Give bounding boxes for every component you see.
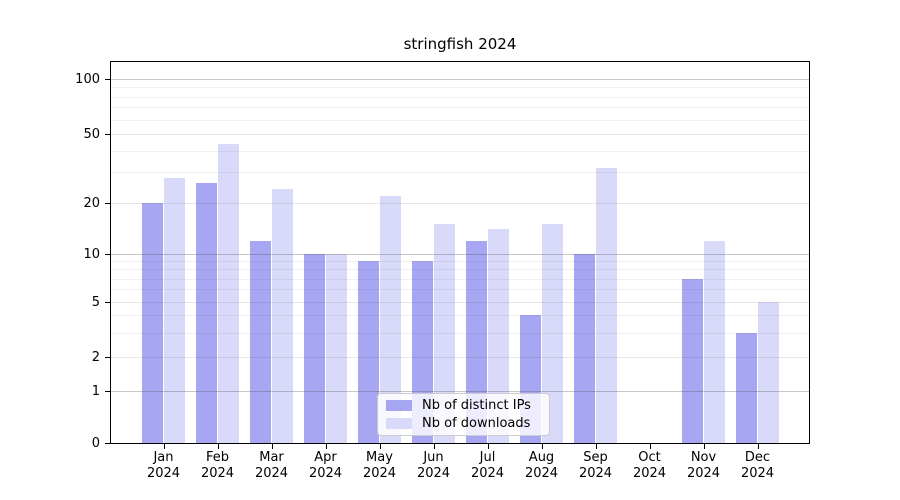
y-tick-100 (105, 79, 110, 80)
bar-distinct-ips-jan (142, 203, 163, 443)
x-tick-mar (271, 444, 273, 449)
legend-item-distinct-ips: Nb of distinct IPs (386, 398, 541, 413)
y-tick-50 (105, 134, 110, 135)
gridline-70 (111, 107, 809, 109)
x-tick-label-jan: Jan 2024 (146, 450, 181, 481)
x-tick-label-sep: Sep 2024 (578, 450, 613, 481)
x-tick-jun (433, 444, 435, 449)
y-tick-label-20: 20 (83, 195, 100, 211)
bar-downloads-dec (758, 302, 779, 443)
gridline-30 (111, 172, 809, 174)
x-tick-label-nov: Nov 2024 (686, 450, 721, 481)
bar-distinct-ips-feb (196, 183, 217, 443)
y-tick-20 (105, 203, 110, 204)
y-tick-label-50: 50 (83, 126, 100, 142)
bar-downloads-mar (272, 189, 293, 443)
y-tick-label-0: 0 (91, 435, 100, 451)
gridline-6 (111, 289, 809, 291)
bar-distinct-ips-apr (304, 254, 325, 443)
y-tick-1 (105, 391, 110, 392)
gridline-2 (111, 357, 809, 358)
gridline-4 (111, 315, 809, 317)
legend-swatch-downloads (386, 418, 412, 429)
bar-distinct-ips-mar (250, 240, 271, 443)
bar-distinct-ips-dec (736, 332, 757, 443)
x-tick-label-feb: Feb 2024 (200, 450, 235, 481)
gridline-90 (111, 87, 809, 89)
gridline-9 (111, 261, 809, 263)
legend-label-distinct-ips: Nb of distinct IPs (422, 398, 531, 413)
gridline-1 (111, 391, 809, 392)
y-tick-label-1: 1 (91, 383, 100, 399)
y-tick-label-5: 5 (91, 294, 100, 310)
gridline-100 (111, 79, 809, 80)
y-tick-label-2: 2 (91, 349, 100, 365)
y-tick-label-10: 10 (83, 246, 100, 262)
x-tick-label-dec: Dec 2024 (740, 450, 775, 481)
legend: Nb of distinct IPs Nb of downloads (377, 393, 550, 436)
x-tick-jul (487, 444, 489, 449)
bar-distinct-ips-may (358, 261, 379, 443)
x-tick-jan (163, 444, 165, 449)
x-tick-sep (595, 444, 597, 449)
bar-downloads-may (380, 195, 401, 443)
chart-title: stringfish 2024 (403, 35, 517, 53)
plot-area (110, 61, 810, 444)
gridline-80 (111, 96, 809, 98)
gridline-7 (111, 278, 809, 280)
x-tick-label-may: May 2024 (362, 450, 397, 481)
y-tick-0 (105, 443, 110, 444)
legend-item-downloads: Nb of downloads (386, 416, 541, 431)
gridline-8 (111, 269, 809, 271)
bar-downloads-jan (164, 177, 185, 443)
gridline-60 (111, 119, 809, 121)
x-tick-label-oct: Oct 2024 (632, 450, 667, 481)
legend-label-downloads: Nb of downloads (422, 416, 531, 431)
gridline-40 (111, 150, 809, 152)
x-tick-nov (703, 444, 705, 449)
gridline-50 (111, 134, 809, 135)
bar-downloads-aug (542, 224, 563, 443)
gridline-5 (111, 302, 809, 303)
bar-downloads-jul (488, 229, 509, 443)
x-tick-apr (325, 444, 327, 449)
x-tick-label-apr: Apr 2024 (308, 450, 343, 481)
bar-downloads-sep (596, 167, 617, 443)
y-tick-2 (105, 357, 110, 358)
y-tick-label-100: 100 (75, 71, 100, 87)
bar-distinct-ips-jul (466, 240, 487, 443)
bar-downloads-apr (326, 254, 347, 443)
x-tick-label-jul: Jul 2024 (470, 450, 505, 481)
x-tick-label-jun: Jun 2024 (416, 450, 451, 481)
x-tick-may (379, 444, 381, 449)
x-tick-feb (217, 444, 219, 449)
bar-downloads-feb (218, 143, 239, 443)
x-tick-label-mar: Mar 2024 (254, 450, 289, 481)
bar-downloads-jun (434, 224, 455, 443)
x-tick-oct (649, 444, 651, 449)
gridline-20 (111, 203, 809, 204)
y-tick-5 (105, 302, 110, 303)
bar-distinct-ips-sep (574, 254, 595, 443)
bar-downloads-nov (704, 240, 725, 443)
gridline-10 (111, 254, 809, 255)
x-tick-aug (541, 444, 543, 449)
y-tick-10 (105, 254, 110, 255)
bar-distinct-ips-nov (682, 278, 703, 443)
x-tick-label-aug: Aug 2024 (524, 450, 559, 481)
gridline-3 (111, 332, 809, 334)
legend-swatch-distinct-ips (386, 400, 412, 411)
x-tick-dec (757, 444, 759, 449)
